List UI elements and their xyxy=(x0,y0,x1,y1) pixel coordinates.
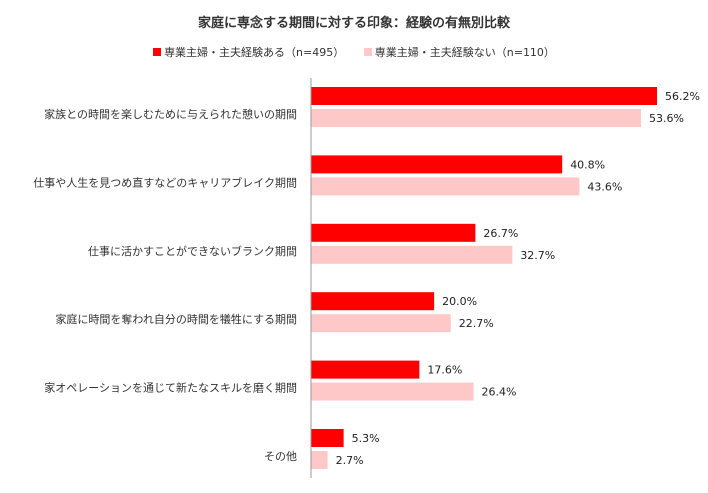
bar-not-experienced xyxy=(311,109,641,127)
data-label: 17.6% xyxy=(427,364,462,377)
legend: 専業主婦・主夫経験ある（n=495） 専業主婦・主夫経験ない（n=110） xyxy=(0,44,708,60)
bar-experienced xyxy=(311,360,420,379)
category-label: 家庭に時間を奪われ自分の時間を犠牲にする期間 xyxy=(55,312,297,326)
legend-item-not-experienced: 専業主婦・主夫経験ない（n=110） xyxy=(363,44,555,60)
bar-experienced xyxy=(311,87,657,105)
category-label: 仕事に活かすことができないブランク期間 xyxy=(88,244,297,258)
bar-not-experienced xyxy=(311,314,451,333)
data-label: 20.0% xyxy=(442,295,477,308)
data-label: 32.7% xyxy=(520,249,555,262)
bar-not-experienced xyxy=(311,451,328,469)
legend-label-not-experienced: 専業主婦・主夫経験ない（n=110） xyxy=(374,46,555,59)
data-label: 5.3% xyxy=(352,432,380,445)
category-label: その他 xyxy=(264,450,297,463)
legend-swatch-experienced xyxy=(153,48,162,56)
category-label: 家族との時間を楽しむために与えられた憩いの期間 xyxy=(44,107,297,121)
chart-title: 家庭に専念する期間に対する印象：経験の有無別比較 xyxy=(197,16,510,31)
data-label: 26.7% xyxy=(483,227,518,240)
data-label: 56.2% xyxy=(665,90,700,103)
bar-experienced xyxy=(311,155,563,174)
data-label: 26.4% xyxy=(482,386,517,399)
category-label: 家オペレーションを通じて新たなスキルを磨く期間 xyxy=(44,381,297,395)
category-label: 仕事や人生を見つめ直すなどのキャリアブレイク期間 xyxy=(33,175,297,189)
bar-experienced xyxy=(311,292,435,311)
data-label: 43.6% xyxy=(587,180,622,193)
bar-experienced xyxy=(311,429,344,447)
bar-not-experienced xyxy=(311,245,513,264)
data-label: 22.7% xyxy=(459,317,494,330)
bar-not-experienced xyxy=(311,382,474,401)
legend-label-experienced: 専業主婦・主夫経験ある（n=495） xyxy=(164,46,345,59)
data-label: 40.8% xyxy=(570,158,605,171)
data-label: 53.6% xyxy=(649,112,684,125)
bar-experienced xyxy=(311,223,476,242)
bar-not-experienced xyxy=(311,177,580,196)
legend-item-experienced: 専業主婦・主夫経験ある（n=495） xyxy=(153,44,344,60)
legend-swatch-not-experienced xyxy=(363,48,372,56)
data-label: 2.7% xyxy=(336,454,364,467)
